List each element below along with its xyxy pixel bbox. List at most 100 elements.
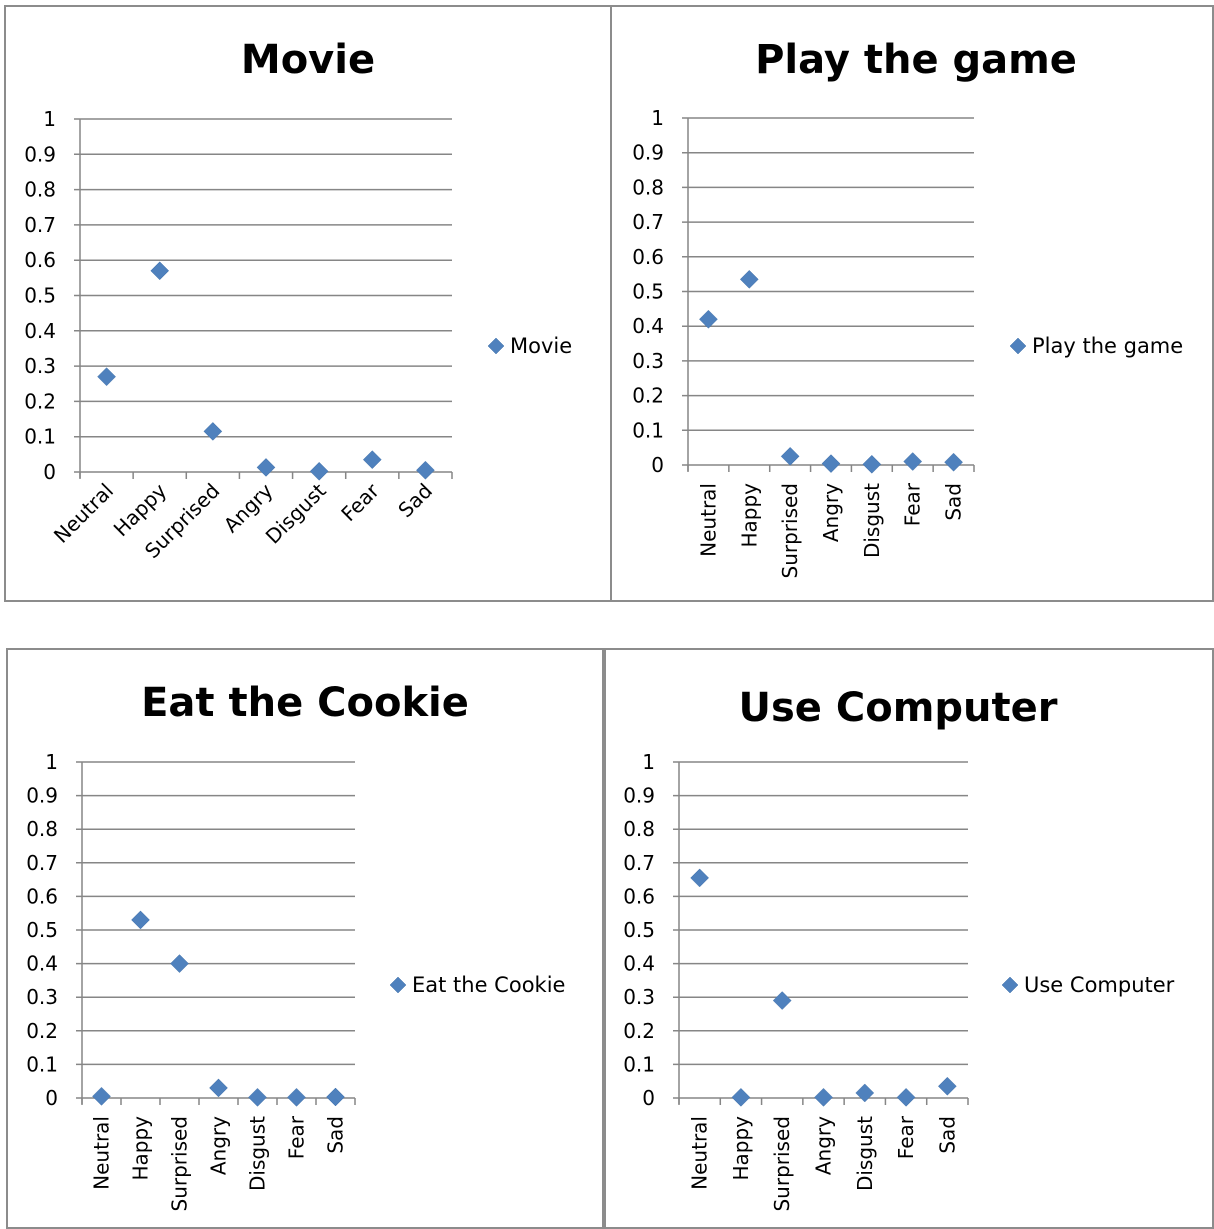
x-tick-label-sad: Sad: [393, 479, 437, 523]
y-tick-label: 0: [642, 1086, 655, 1110]
chart-title: Movie: [241, 37, 375, 83]
y-tick-label: 0.2: [623, 1019, 655, 1043]
data-point-disgust: [248, 1087, 267, 1107]
data-point-happy: [131, 910, 150, 930]
data-point-disgust: [862, 454, 882, 474]
y-tick-label: 0.1: [632, 418, 664, 442]
y-tick-label: 0.4: [26, 952, 58, 976]
data-point-fear: [896, 1087, 916, 1107]
y-tick-label: 0: [45, 1086, 58, 1110]
x-tick-label-sad: Sad: [935, 1116, 959, 1154]
data-point-sad: [944, 452, 963, 472]
y-tick-label: 1: [45, 750, 58, 774]
legend-marker: [389, 976, 407, 994]
y-tick-label: 0.4: [24, 319, 56, 343]
y-tick-label: 0.3: [623, 985, 655, 1009]
y-tick-label: 0.8: [24, 178, 56, 202]
data-point-sad: [326, 1087, 345, 1107]
data-point-happy: [739, 270, 759, 289]
legend-marker: [487, 337, 505, 355]
y-tick-label: 0.5: [26, 918, 58, 942]
chart-title: Play the game: [755, 37, 1077, 83]
y-tick-label: 0.1: [24, 425, 56, 449]
x-tick-label-disgust: Disgust: [261, 478, 331, 548]
y-tick-label: 0.8: [623, 817, 655, 841]
y-tick-label: 1: [642, 750, 655, 774]
x-tick-label-angry: Angry: [819, 483, 843, 542]
y-tick-label: 0.7: [24, 213, 56, 237]
x-tick-label-disgust: Disgust: [860, 483, 884, 558]
x-tick-label-sad: Sad: [942, 483, 966, 521]
y-tick-label: 0.5: [623, 918, 655, 942]
legend-label: Play the game: [1032, 334, 1183, 358]
y-tick-label: 0.2: [632, 384, 664, 408]
data-point-angry: [821, 454, 841, 473]
x-tick-label-neutral: Neutral: [688, 1116, 712, 1190]
data-point-neutral: [97, 367, 116, 387]
data-point-fear: [903, 452, 923, 471]
x-tick-label-happy: Happy: [729, 1116, 753, 1181]
y-tick-label: 0.1: [26, 1052, 58, 1076]
x-tick-label-neutral: Neutral: [696, 483, 720, 557]
x-tick-label-fear: Fear: [894, 1115, 918, 1159]
y-tick-label: 0.5: [24, 284, 56, 308]
data-point-happy: [731, 1087, 751, 1107]
y-tick-label: 0.6: [24, 248, 56, 272]
data-point-neutral: [92, 1086, 111, 1106]
x-tick-label-fear: Fear: [285, 1115, 309, 1159]
x-tick-label-neutral: Neutral: [90, 1116, 114, 1190]
y-tick-label: 0.7: [623, 851, 655, 875]
data-point-happy: [150, 261, 170, 281]
chart-title: Use Computer: [739, 685, 1058, 731]
legend-marker: [1001, 976, 1019, 994]
y-tick-label: 0.2: [26, 1019, 58, 1043]
y-tick-label: 0.3: [26, 985, 58, 1009]
x-tick-label-happy: Happy: [737, 483, 761, 548]
chart-panel-movie: Movie 0 0.1 0.2 0.3 0.4 0.5 0.6 0.7 0.8 0.9 1 Neutra…: [4, 5, 612, 602]
data-point-surprised: [203, 422, 223, 441]
x-tick-label-neutral: Neutral: [49, 479, 118, 548]
chart-panel-use-computer: Use Computer 0 0.1 0.2 0.3 0.4 0.5 0.6 0.7 0.8 0.9…: [604, 648, 1214, 1229]
data-point-sad: [416, 460, 435, 480]
data-point-angry: [814, 1087, 833, 1107]
x-tick-label-angry: Angry: [812, 1116, 836, 1175]
scatter-chart: Eat the Cookie 0 0.1 0.2 0.3 0.4 0.5 0.6 0.7 0.8 0…: [26, 680, 565, 1212]
scatter-chart: Play the game 0 0.1 0.2 0.3 0.4 0.5 0.6 0.7 0.8 0.…: [632, 37, 1183, 579]
y-tick-label: 0.5: [632, 280, 664, 304]
data-point-surprised: [780, 446, 800, 466]
chart-title: Eat the Cookie: [141, 680, 469, 726]
y-tick-label: 0: [43, 460, 56, 484]
x-tick-label-fear: Fear: [336, 478, 384, 526]
y-tick-label: 0.3: [632, 349, 664, 373]
data-point-disgust: [309, 461, 329, 481]
y-tick-label: 0.9: [623, 784, 655, 808]
data-point-sad: [938, 1076, 957, 1096]
data-point-fear: [287, 1087, 306, 1107]
y-tick-label: 0.7: [632, 210, 664, 234]
x-tick-label-disgust: Disgust: [853, 1116, 877, 1191]
data-point-neutral: [690, 868, 709, 888]
data-point-disgust: [855, 1083, 875, 1103]
data-point-surprised: [170, 954, 189, 973]
x-tick-label-surprised: Surprised: [168, 1116, 192, 1212]
legend-label: Movie: [510, 334, 572, 358]
y-tick-label: 0: [651, 453, 664, 477]
y-tick-label: 0.6: [632, 245, 664, 269]
y-tick-label: 0.9: [24, 142, 56, 166]
x-tick-label-sad: Sad: [324, 1116, 348, 1154]
data-point-angry: [256, 458, 276, 477]
scatter-chart: Movie 0 0.1 0.2 0.3 0.4 0.5 0.6 0.7 0.8 0.9 1 Neutra…: [24, 37, 572, 563]
y-tick-label: 0.8: [26, 817, 58, 841]
y-tick-label: 0.7: [26, 851, 58, 875]
y-tick-label: 0.4: [623, 952, 655, 976]
x-tick-label-angry: Angry: [207, 1116, 231, 1175]
x-tick-label-fear: Fear: [901, 482, 925, 526]
chart-panel-eat-the-cookie: Eat the Cookie 0 0.1 0.2 0.3 0.4 0.5 0.6 0.7 0.8 0…: [6, 648, 604, 1229]
data-point-neutral: [699, 309, 718, 329]
y-tick-label: 0.6: [623, 884, 655, 908]
scatter-chart: Use Computer 0 0.1 0.2 0.3 0.4 0.5 0.6 0.7 0.8 0.9…: [623, 685, 1174, 1212]
y-tick-label: 0.8: [632, 175, 664, 199]
x-tick-label-surprised: Surprised: [778, 483, 802, 579]
data-point-fear: [362, 450, 382, 469]
x-tick-label-happy: Happy: [129, 1116, 153, 1181]
